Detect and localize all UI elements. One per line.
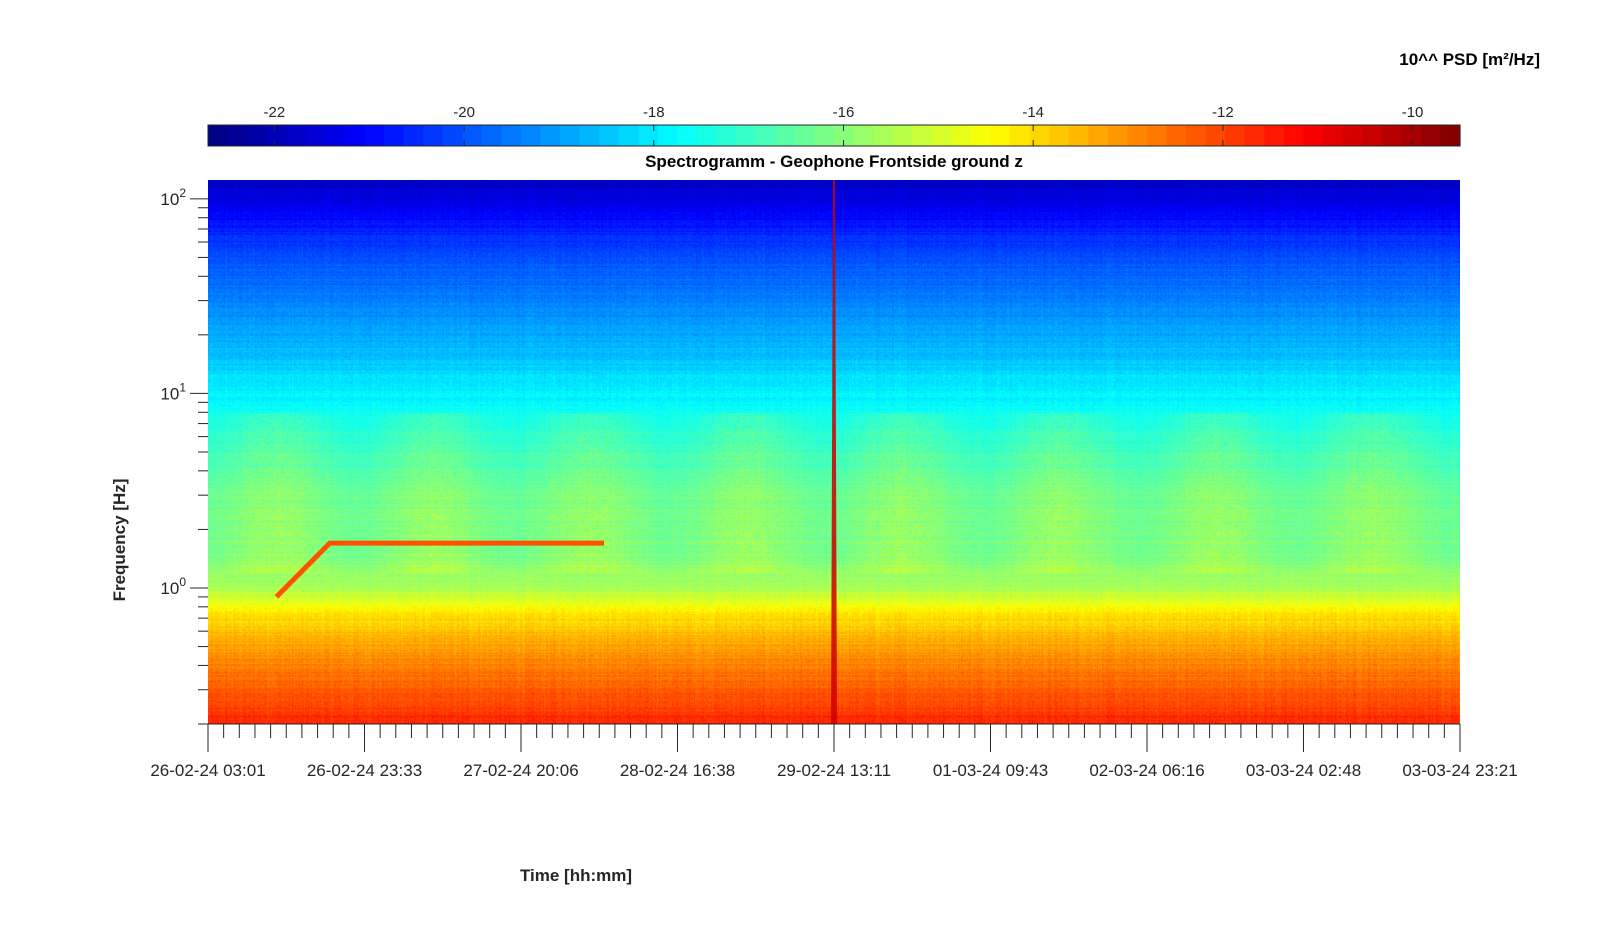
colorbar-segment <box>1362 125 1383 146</box>
colorbar-segment <box>403 125 424 146</box>
colorbar-segment <box>1127 125 1148 146</box>
colorbar-label: 10^^ PSD [m²/Hz] <box>1399 50 1540 69</box>
colorbar-segment <box>951 125 972 146</box>
colorbar-tick-label: -22 <box>264 104 286 121</box>
colorbar-segment <box>1244 125 1265 146</box>
colorbar-segment <box>364 125 385 146</box>
colorbar-segment <box>657 125 679 146</box>
tonal-line <box>274 540 605 599</box>
colorbar-tick-label: -18 <box>643 104 665 121</box>
colorbar-segment <box>1049 125 1070 146</box>
colorbar-tick-label: -12 <box>1212 104 1234 121</box>
colorbar-tick-label: -10 <box>1402 104 1424 121</box>
chart-title: Spectrogramm - Geophone Frontside ground… <box>645 152 1023 171</box>
colorbar-tick-label: -20 <box>453 104 475 121</box>
colorbar-segment <box>208 125 229 146</box>
y-tick-label: 101 <box>160 380 186 403</box>
x-tick-label: 03-03-24 02:48 <box>1246 761 1361 780</box>
colorbar-segment <box>1166 125 1187 146</box>
colorbar-segment <box>638 125 659 146</box>
colorbar-tick-label: -16 <box>833 104 855 121</box>
colorbar-segment <box>814 125 835 146</box>
x-tick-label: 01-03-24 09:43 <box>933 761 1048 780</box>
x-tick-label: 28-02-24 16:38 <box>620 761 735 780</box>
colorbar-segment <box>970 125 992 146</box>
colorbar-tick-label: -14 <box>1022 104 1044 121</box>
colorbar-segment <box>1440 125 1461 146</box>
transient-spike <box>831 180 837 724</box>
colorbar-segment <box>1342 125 1363 146</box>
spectrogram-plot-area <box>208 180 1460 724</box>
colorbar-frame <box>207 124 1461 147</box>
colorbar-segment <box>266 125 287 146</box>
x-tick-label: 02-03-24 06:16 <box>1089 761 1204 780</box>
colorbar-segment <box>1303 125 1324 146</box>
colorbar-segment <box>1147 125 1168 146</box>
y-tick-label: 102 <box>160 186 186 209</box>
colorbar-segment <box>1010 125 1031 146</box>
x-tick-label: 26-02-24 23:33 <box>307 761 422 780</box>
colorbar-segment <box>834 125 855 146</box>
colorbar: -22 -20 -18 -16 -14 -12 -10 <box>207 104 1461 147</box>
colorbar-segment <box>716 125 737 146</box>
colorbar-segment <box>1420 125 1442 146</box>
colorbar-segment <box>344 125 366 146</box>
colorbar-segment <box>579 125 600 146</box>
colorbar-segment <box>247 125 268 146</box>
colorbar-segment <box>1381 125 1402 146</box>
colorbar-segment <box>305 125 326 146</box>
colorbar-segment <box>1401 125 1422 146</box>
y-axis-label: Frequency [Hz] <box>110 478 129 602</box>
colorbar-segment <box>892 125 913 146</box>
colorbar-segment <box>736 125 757 146</box>
colorbar-segment <box>481 125 503 146</box>
colorbar-segment <box>931 125 952 146</box>
colorbar-segment <box>1205 125 1226 146</box>
x-axis-label: Time [hh:mm] <box>519 866 633 885</box>
colorbar-segment <box>423 125 444 146</box>
colorbar-segment <box>677 125 698 146</box>
x-axis: 26-02-24 03:01 26-02-24 23:33 27-02-24 20:… <box>150 723 1518 780</box>
colorbar-segment <box>442 125 463 146</box>
colorbar-segment <box>912 125 933 146</box>
colorbar-segment <box>697 125 718 146</box>
colorbar-segment <box>1323 125 1344 146</box>
x-tick-label: 26-02-24 03:01 <box>150 761 265 780</box>
colorbar-segment <box>325 125 346 146</box>
colorbar-segment <box>755 125 776 146</box>
colorbar-segment <box>1283 125 1305 146</box>
colorbar-segment <box>1068 125 1089 146</box>
colorbar-segment <box>618 125 639 146</box>
colorbar-segment <box>873 125 894 146</box>
colorbar-segment <box>286 125 307 146</box>
colorbar-segment <box>384 125 405 146</box>
colorbar-segment <box>1107 125 1129 146</box>
colorbar-segment <box>775 125 796 146</box>
colorbar-segment <box>853 125 874 146</box>
colorbar-segment <box>501 125 522 146</box>
colorbar-segment <box>1029 125 1050 146</box>
y-tick-label: 100 <box>160 575 186 598</box>
x-tick-label: 27-02-24 20:06 <box>463 761 578 780</box>
x-tick-label: 29-02-24 13:11 <box>777 761 891 780</box>
colorbar-segment <box>990 125 1011 146</box>
colorbar-segment <box>1225 125 1246 146</box>
x-tick-label: 03-03-24 23:21 <box>1402 761 1517 780</box>
colorbar-segment <box>1264 125 1285 146</box>
colorbar-segment <box>1088 125 1109 146</box>
y-axis: 102 101 100 <box>160 186 208 725</box>
colorbar-segment <box>599 125 620 146</box>
colorbar-segment <box>521 125 542 146</box>
colorbar-segment <box>540 125 561 146</box>
colorbar-segment <box>794 125 816 146</box>
colorbar-segment <box>560 125 581 146</box>
colorbar-segment <box>227 125 248 146</box>
colorbar-segment <box>1186 125 1207 146</box>
colorbar-segment <box>462 125 483 146</box>
